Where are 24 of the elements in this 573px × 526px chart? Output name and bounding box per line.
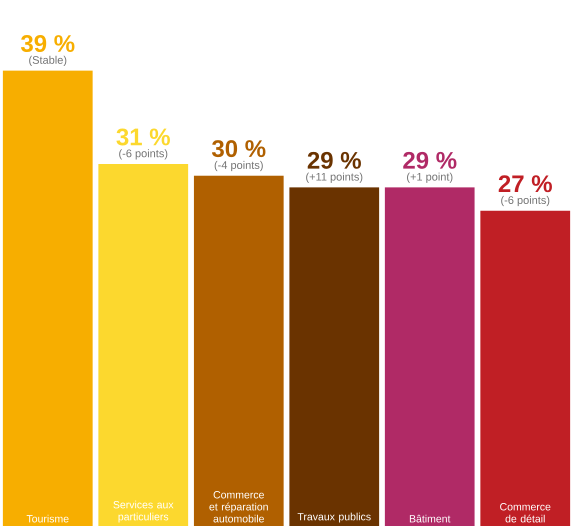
bar [2, 70, 93, 526]
bar [289, 187, 380, 526]
bar [194, 176, 284, 526]
annotation: (-6 points) [501, 196, 550, 206]
x-tick-label: Travaux publics [298, 512, 371, 522]
x-tick-label: Services aux particuliers [113, 500, 174, 522]
annotation: (-4 points) [214, 160, 263, 172]
data-label: 27 % [498, 175, 552, 192]
data-label: 39 % [20, 35, 74, 52]
data-label: 31 % [116, 128, 170, 146]
x-tick-label: Commerce et réparation automobile [209, 491, 268, 522]
bar [480, 210, 570, 526]
bar [98, 164, 188, 526]
x-tick-label: Tourisme [26, 514, 69, 522]
annotation: (Stable) [29, 56, 66, 66]
annotation: (+11 points) [306, 172, 362, 183]
x-tick-label: Bâtiment [410, 514, 450, 522]
annotation: (-6 points) [119, 149, 168, 160]
data-label: 29 % [403, 152, 456, 169]
data-label: 29 % [308, 152, 361, 169]
bar [384, 187, 475, 526]
x-tick-label: Commerce de détail [500, 503, 550, 522]
data-label: 30 % [212, 140, 266, 158]
annotation: (+1 point) [407, 172, 452, 183]
